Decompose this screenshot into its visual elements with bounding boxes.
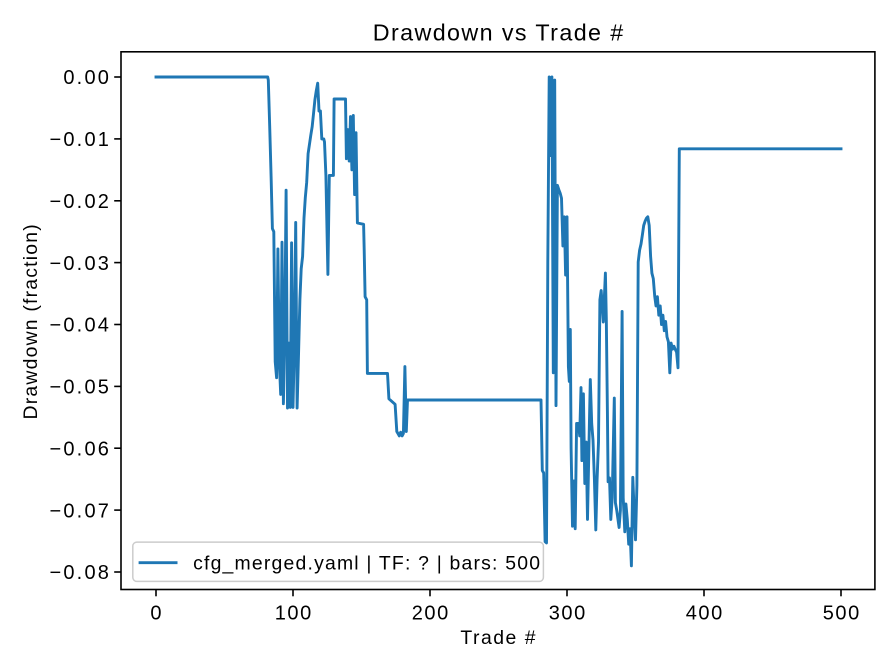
svg-text:−0.03: −0.03 — [49, 253, 111, 275]
svg-text:−0.02: −0.02 — [49, 191, 111, 213]
svg-text:−0.01: −0.01 — [49, 129, 111, 151]
svg-text:−0.07: −0.07 — [49, 500, 111, 522]
svg-text:100: 100 — [275, 602, 313, 624]
svg-text:−0.04: −0.04 — [49, 315, 111, 337]
svg-text:Drawdown vs Trade #: Drawdown vs Trade # — [373, 19, 625, 45]
svg-text:Trade #: Trade # — [460, 627, 537, 649]
svg-text:−0.06: −0.06 — [49, 438, 111, 460]
svg-text:cfg_merged.yaml | TF: ? | bars: cfg_merged.yaml | TF: ? | bars: 500 — [193, 552, 541, 574]
svg-text:300: 300 — [549, 602, 587, 624]
svg-text:400: 400 — [686, 602, 724, 624]
svg-text:−0.08: −0.08 — [49, 562, 111, 584]
svg-text:−0.05: −0.05 — [49, 377, 111, 399]
svg-text:0.00: 0.00 — [63, 67, 111, 89]
svg-text:500: 500 — [823, 602, 861, 624]
svg-text:Drawdown (fraction): Drawdown (fraction) — [20, 223, 42, 419]
svg-text:200: 200 — [412, 602, 450, 624]
svg-text:0: 0 — [150, 602, 163, 624]
